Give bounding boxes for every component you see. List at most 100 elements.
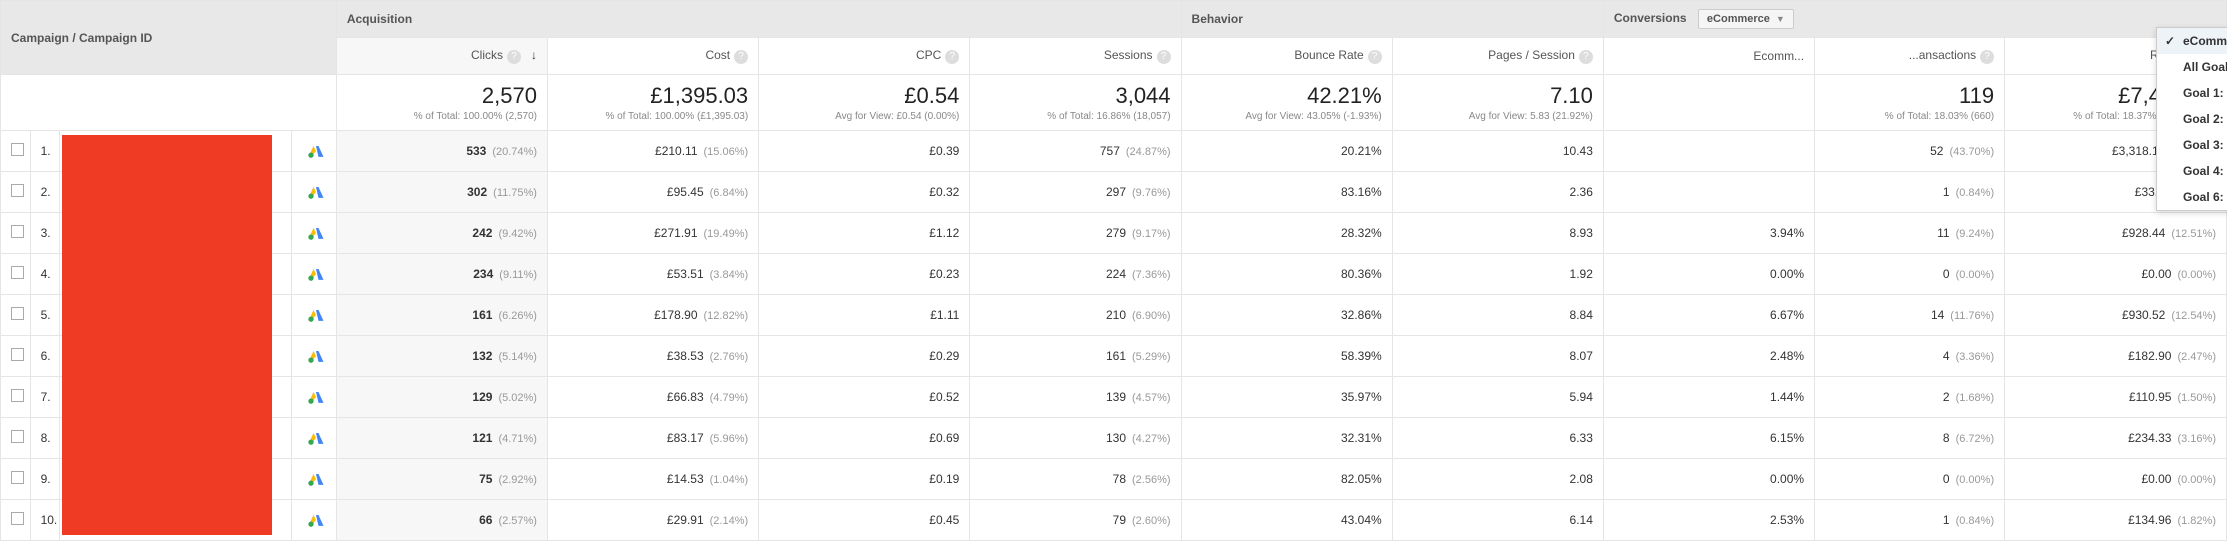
cell-sessions: 139(4.57%) [970,377,1181,418]
row-checkbox[interactable] [11,512,24,525]
sort-down-icon: ↓ [531,48,537,62]
row-checkbox-cell [1,131,31,172]
conversions-dropdown-menu: eCommerce All Goals Goal 1: Create an ac… [2156,27,2227,211]
row-checkbox[interactable] [11,389,24,402]
source-icon-cell [292,254,336,295]
help-icon[interactable]: ? [1579,50,1593,64]
col-trans[interactable]: ...ansactions? [1815,38,2005,75]
col-cpc[interactable]: CPC? [759,38,970,75]
cell-clicks: 75(2.92%) [336,459,547,500]
dropdown-item[interactable]: Goal 6: Matt - Conversion Test [2157,184,2227,210]
cell-ecr: 0.00% [1603,459,1814,500]
row-checkbox[interactable] [11,143,24,156]
source-icon-cell [292,336,336,377]
google-ads-icon [306,471,326,485]
group-behavior: Behavior [1181,1,1603,38]
table-row: 3.242(9.42%)£271.91(19.49%)£1.12279(9.17… [1,213,2227,254]
campaign-label: Campaign / Campaign ID [11,31,152,45]
cell-cpc: £0.23 [759,254,970,295]
google-ads-icon [306,512,326,526]
cell-cpc: £0.52 [759,377,970,418]
cell-bounce: 80.36% [1181,254,1392,295]
help-icon[interactable]: ? [734,50,748,64]
cell-clicks: 533(20.74%) [336,131,547,172]
cell-clicks: 132(5.14%) [336,336,547,377]
help-icon[interactable]: ? [1157,50,1171,64]
help-icon[interactable]: ? [507,50,521,64]
table-row: 2.302(11.75%)£95.45(6.84%)£0.32297(9.76%… [1,172,2227,213]
group-acquisition: Acquisition [336,1,1181,38]
cell-clicks: 302(11.75%) [336,172,547,213]
cell-cost: £66.83(4.79%) [547,377,758,418]
cell-trans: 4(3.36%) [1815,336,2005,377]
col-sessions[interactable]: Sessions? [970,38,1181,75]
cell-cost: £14.53(1.04%) [547,459,758,500]
google-ads-icon [306,389,326,403]
cell-revenue: £930.52(12.54%) [2005,295,2227,336]
dropdown-selected: eCommerce [1707,13,1770,25]
cell-cpc: £0.69 [759,418,970,459]
cell-cost: £210.11(15.06%) [547,131,758,172]
table-row: 1.533(20.74%)£210.11(15.06%)£0.39757(24.… [1,131,2227,172]
col-pps[interactable]: Pages / Session? [1392,38,1603,75]
google-ads-icon [306,307,326,321]
col-campaign-header[interactable]: Campaign / Campaign ID [1,1,337,75]
table-row: 10.66(2.57%)£29.91(2.14%)£0.4579(2.60%)4… [1,500,2227,541]
source-icon-cell [292,459,336,500]
col-bounce[interactable]: Bounce Rate? [1181,38,1392,75]
col-cost[interactable]: Cost? [547,38,758,75]
cell-sessions: 297(9.76%) [970,172,1181,213]
row-checkbox[interactable] [11,307,24,320]
google-ads-icon [306,266,326,280]
cell-trans: 8(6.72%) [1815,418,2005,459]
cell-sessions: 130(4.27%) [970,418,1181,459]
row-checkbox[interactable] [11,184,24,197]
cell-trans: 2(1.68%) [1815,377,2005,418]
cell-cpc: £1.12 [759,213,970,254]
cell-pps: 8.93 [1392,213,1603,254]
cell-cpc: £0.39 [759,131,970,172]
row-checkbox[interactable] [11,225,24,238]
google-ads-icon [306,225,326,239]
total-cpc: £0.54Avg for View: £0.54 (0.00%) [759,75,970,131]
conversions-label: Conversions [1614,11,1687,25]
row-index: 10. [30,500,60,541]
cell-cpc: £0.32 [759,172,970,213]
cell-bounce: 82.05% [1181,459,1392,500]
row-checkbox[interactable] [11,471,24,484]
caret-down-icon: ▼ [1776,14,1785,24]
cell-bounce: 43.04% [1181,500,1392,541]
cell-cpc: £0.19 [759,459,970,500]
cell-clicks: 242(9.42%) [336,213,547,254]
row-index: 8. [30,418,60,459]
cell-bounce: 35.97% [1181,377,1392,418]
row-checkbox[interactable] [11,348,24,361]
row-checkbox-cell [1,295,31,336]
total-trans: 119% of Total: 18.03% (660) [1815,75,2005,131]
table-row: 7.129(5.02%)£66.83(4.79%)£0.52139(4.57%)… [1,377,2227,418]
help-icon[interactable]: ? [1368,50,1382,64]
cell-cost: £53.51(3.84%) [547,254,758,295]
dropdown-item[interactable]: Goal 4: Checkout complete [2157,158,2227,184]
help-icon[interactable]: ? [1980,50,1994,64]
help-icon[interactable]: ? [945,50,959,64]
col-clicks[interactable]: Clicks?↓ [336,38,547,75]
cell-sessions: 78(2.56%) [970,459,1181,500]
cell-cpc: £0.29 [759,336,970,377]
row-checkbox-cell [1,336,31,377]
cell-ecr: 6.67% [1603,295,1814,336]
dropdown-item[interactable]: All Goals [2157,54,2227,80]
total-bounce: 42.21%Avg for View: 43.05% (-1.93%) [1181,75,1392,131]
cell-pps: 5.94 [1392,377,1603,418]
row-checkbox[interactable] [11,266,24,279]
cell-revenue: £134.96(1.82%) [2005,500,2227,541]
row-checkbox[interactable] [11,430,24,443]
col-ecr[interactable]: Ecomm... [1603,38,1814,75]
dropdown-item[interactable]: Goal 3: Newsletter sign up [2157,132,2227,158]
conversions-dropdown[interactable]: eCommerce ▼ [1698,9,1794,29]
dropdown-item[interactable]: Goal 2: Go to shopping cart [2157,106,2227,132]
dropdown-item[interactable]: eCommerce [2157,28,2227,54]
cell-pps: 6.14 [1392,500,1603,541]
row-checkbox-cell [1,213,31,254]
dropdown-item[interactable]: Goal 1: Create an account [2157,80,2227,106]
